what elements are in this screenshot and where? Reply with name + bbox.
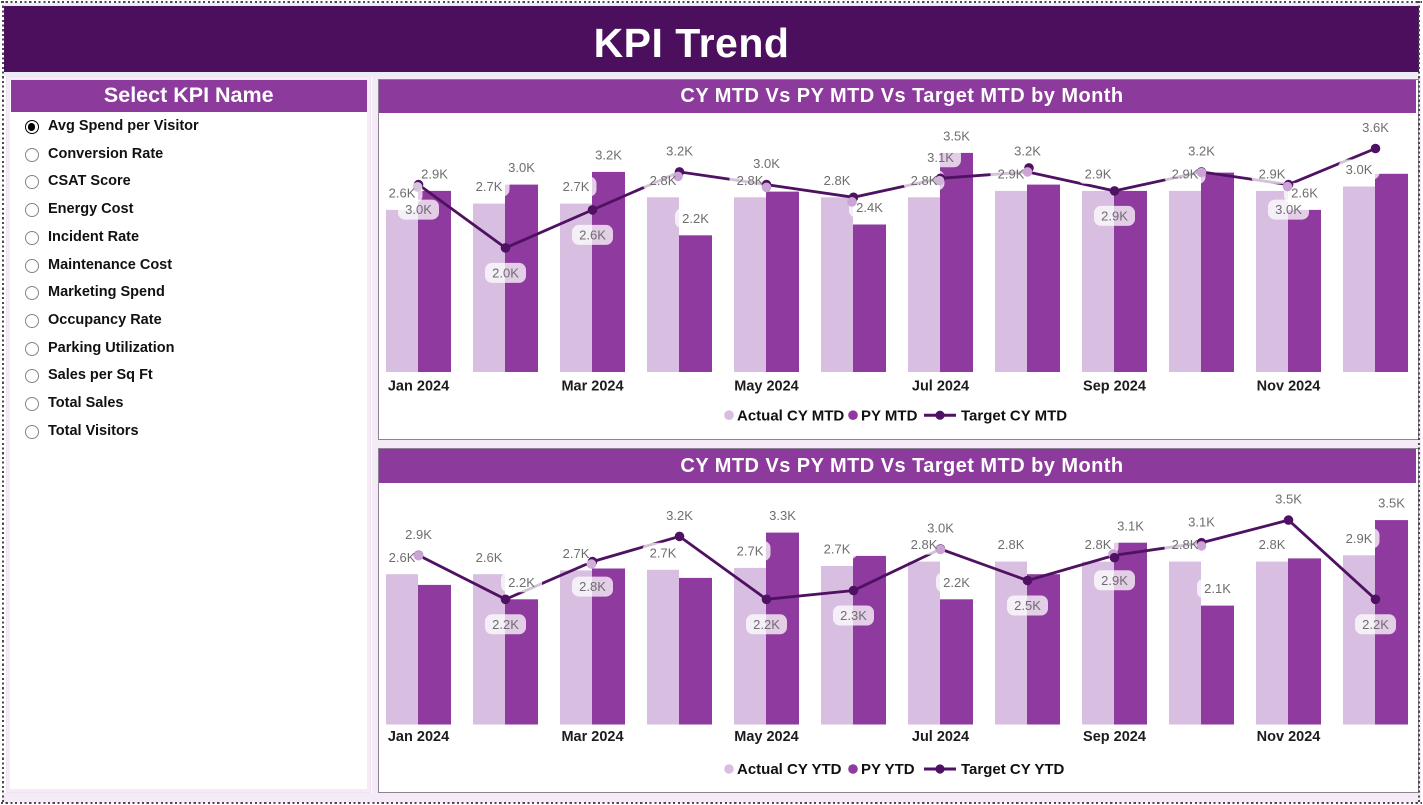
svg-text:3.0K: 3.0K xyxy=(508,160,535,175)
svg-text:3.1K: 3.1K xyxy=(1117,518,1144,533)
svg-text:Mar 2024: Mar 2024 xyxy=(561,379,623,395)
svg-text:2.8K: 2.8K xyxy=(1259,537,1286,552)
svg-text:2.7K: 2.7K xyxy=(563,546,590,561)
svg-text:2.9K: 2.9K xyxy=(1172,167,1199,182)
svg-text:2.0K: 2.0K xyxy=(492,266,519,281)
svg-text:2.2K: 2.2K xyxy=(943,575,970,590)
svg-text:PY YTD: PY YTD xyxy=(861,761,915,778)
svg-text:2.9K: 2.9K xyxy=(405,527,432,542)
svg-text:2.1K: 2.1K xyxy=(1204,581,1231,596)
svg-text:3.0K: 3.0K xyxy=(927,521,954,536)
svg-text:PY MTD: PY MTD xyxy=(861,407,918,424)
svg-text:2.8K: 2.8K xyxy=(911,537,938,552)
svg-text:Mar 2024: Mar 2024 xyxy=(561,729,623,745)
svg-text:May 2024: May 2024 xyxy=(734,729,799,745)
svg-text:2.5K: 2.5K xyxy=(1014,598,1041,613)
svg-text:2.8K: 2.8K xyxy=(998,537,1025,552)
svg-text:2.2K: 2.2K xyxy=(1362,617,1389,632)
svg-text:Sep 2024: Sep 2024 xyxy=(1083,379,1146,395)
svg-text:Jan 2024: Jan 2024 xyxy=(388,379,449,395)
svg-text:2.7K: 2.7K xyxy=(476,179,503,194)
svg-text:3.2K: 3.2K xyxy=(666,508,693,523)
svg-text:3.2K: 3.2K xyxy=(1188,144,1215,159)
svg-text:2.8K: 2.8K xyxy=(737,173,764,188)
svg-text:2.9K: 2.9K xyxy=(1101,209,1128,224)
svg-text:2.6K: 2.6K xyxy=(476,550,503,565)
svg-text:2.6K: 2.6K xyxy=(1291,186,1318,201)
svg-text:2.9K: 2.9K xyxy=(1259,167,1286,182)
svg-text:3.0K: 3.0K xyxy=(1275,202,1302,217)
svg-text:2.6K: 2.6K xyxy=(579,228,606,243)
svg-text:2.7K: 2.7K xyxy=(737,544,764,559)
svg-text:Nov 2024: Nov 2024 xyxy=(1257,379,1321,395)
svg-text:Jan 2024: Jan 2024 xyxy=(388,729,449,745)
svg-text:3.6K: 3.6K xyxy=(1362,120,1389,135)
svg-text:2.9K: 2.9K xyxy=(998,167,1025,182)
svg-text:Actual CY MTD: Actual CY MTD xyxy=(737,407,844,424)
svg-text:2.8K: 2.8K xyxy=(579,579,606,594)
svg-text:Actual CY YTD: Actual CY YTD xyxy=(737,761,842,778)
svg-text:3.5K: 3.5K xyxy=(1275,492,1302,507)
svg-text:2.6K: 2.6K xyxy=(389,550,416,565)
svg-text:3.2K: 3.2K xyxy=(666,144,693,159)
svg-text:3.3K: 3.3K xyxy=(769,508,796,523)
svg-text:2.6K: 2.6K xyxy=(389,186,416,201)
svg-text:2.2K: 2.2K xyxy=(492,617,519,632)
svg-text:2.2K: 2.2K xyxy=(508,575,535,590)
svg-text:Target CY MTD: Target CY MTD xyxy=(961,407,1067,424)
svg-text:3.5K: 3.5K xyxy=(943,129,970,144)
svg-text:3.0K: 3.0K xyxy=(1346,162,1373,177)
svg-text:Target CY YTD: Target CY YTD xyxy=(961,761,1065,778)
svg-text:2.8K: 2.8K xyxy=(1172,537,1199,552)
svg-text:2.2K: 2.2K xyxy=(753,617,780,632)
svg-text:3.0K: 3.0K xyxy=(405,202,432,217)
svg-text:2.9K: 2.9K xyxy=(1346,531,1373,546)
svg-text:2.9K: 2.9K xyxy=(1101,573,1128,588)
svg-text:2.9K: 2.9K xyxy=(1085,167,1112,182)
svg-text:Jul 2024: Jul 2024 xyxy=(912,729,969,745)
svg-text:2.8K: 2.8K xyxy=(911,173,938,188)
svg-text:3.0K: 3.0K xyxy=(753,156,780,171)
svg-text:2.8K: 2.8K xyxy=(824,173,851,188)
svg-text:2.7K: 2.7K xyxy=(824,542,851,557)
svg-text:3.5K: 3.5K xyxy=(1378,496,1405,511)
svg-text:2.2K: 2.2K xyxy=(682,211,709,226)
svg-text:2.3K: 2.3K xyxy=(840,608,867,623)
svg-text:Jul 2024: Jul 2024 xyxy=(912,379,969,395)
svg-text:Sep 2024: Sep 2024 xyxy=(1083,729,1146,745)
svg-text:2.7K: 2.7K xyxy=(650,545,677,560)
svg-text:3.1K: 3.1K xyxy=(1188,514,1215,529)
svg-text:2.7K: 2.7K xyxy=(563,179,590,194)
svg-text:May 2024: May 2024 xyxy=(734,379,799,395)
svg-text:2.8K: 2.8K xyxy=(1085,537,1112,552)
svg-text:3.2K: 3.2K xyxy=(595,148,622,163)
svg-text:Nov 2024: Nov 2024 xyxy=(1257,729,1321,745)
svg-text:2.9K: 2.9K xyxy=(421,167,448,182)
svg-text:3.1K: 3.1K xyxy=(927,150,954,165)
svg-text:2.4K: 2.4K xyxy=(856,200,883,215)
svg-text:3.2K: 3.2K xyxy=(1014,144,1041,159)
svg-text:2.8K: 2.8K xyxy=(650,173,677,188)
